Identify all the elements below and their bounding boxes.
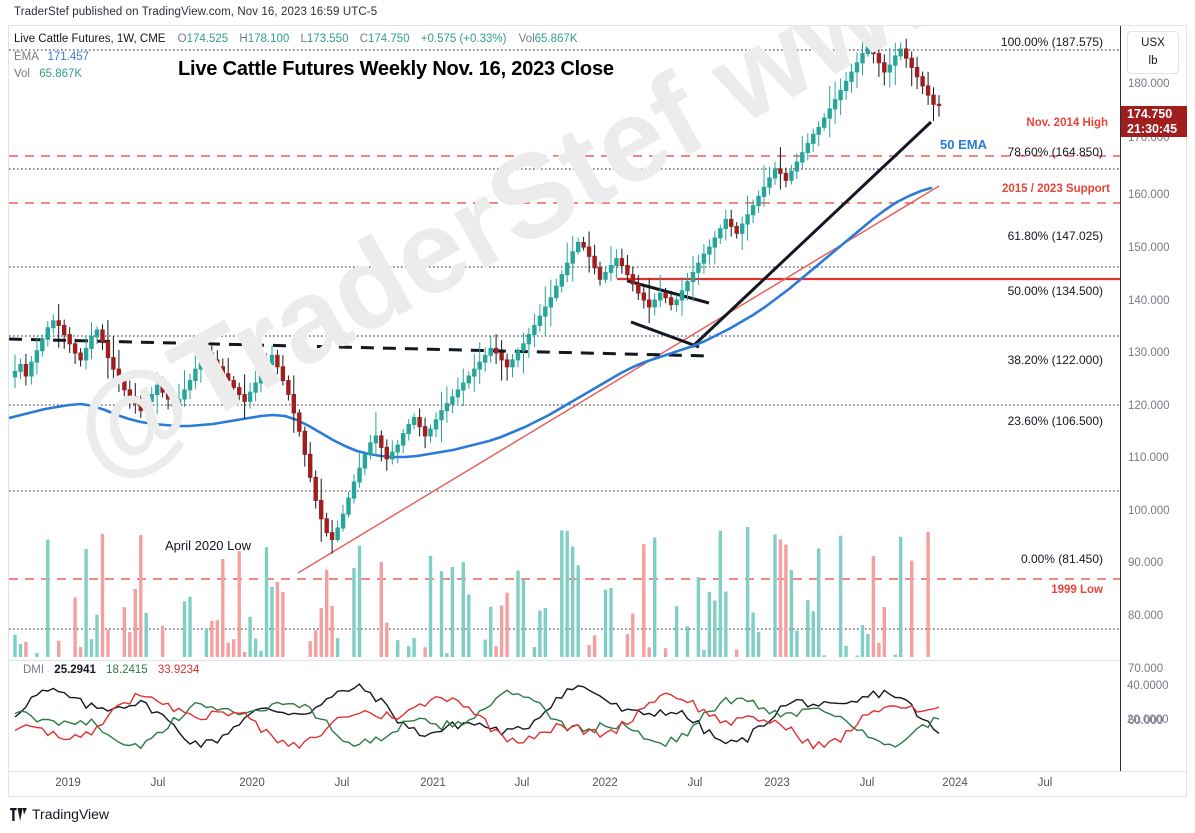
tradingview-wordmark: TradingView (32, 806, 110, 822)
symbol-name: Live Cattle Futures, 1W, CME (14, 33, 166, 45)
dmi-axis: 40.0000 20.0000 (1120, 660, 1186, 771)
ema-legend-label: EMA (14, 51, 39, 63)
price-tick-100: 100.000 (1128, 505, 1170, 517)
price-tick-110: 110.000 (1128, 452, 1169, 464)
volume-legend-value: 65.867K (39, 68, 83, 80)
note-1999-low: 1999 Low (1051, 584, 1103, 596)
price-tick-140: 140.000 (1128, 295, 1170, 307)
fib-label-50: 50.00% (134.500) (1007, 284, 1103, 298)
dmi-tick-20: 20.0000 (1127, 714, 1169, 726)
ohlc-c-value: 174.750 (368, 33, 410, 45)
vol-value: 65.867K (534, 33, 578, 45)
price-tick-150: 150.000 (1128, 242, 1170, 254)
time-tick-2019: 2019 (55, 777, 81, 789)
note-2015-2023-support: 2015 / 2023 Support (1001, 183, 1110, 195)
price-tick-180: 180.000 (1128, 78, 1170, 90)
tradingview-mark-icon (10, 807, 27, 821)
unit-currency: USX (1141, 37, 1165, 49)
volume-subplot (13, 526, 930, 657)
price-tick-120: 120.000 (1128, 400, 1170, 412)
ohlc-c-label: C (359, 33, 368, 45)
dmi-pane[interactable] (9, 660, 1120, 772)
price-pane[interactable]: @TraderStef www.traderstef.com (9, 26, 1120, 657)
volume-legend-label: Vol (14, 68, 30, 80)
fib-label-236: 23.60% (106.500) (1007, 414, 1103, 428)
last-price-badge: 174.750 21:30:45 (1121, 106, 1187, 137)
time-tick-jul-2024: Jul (1037, 777, 1053, 789)
time-tick-2024: 2024 (942, 777, 968, 789)
ohlc-l-value: 173.550 (306, 33, 349, 45)
time-tick-jul-2019: Jul (150, 777, 166, 789)
note-april-2020-low: April 2020 Low (165, 538, 251, 553)
ohlc-l-label: L (300, 33, 307, 45)
time-tick-2021: 2021 (420, 777, 446, 789)
unit-weight: lb (1148, 55, 1158, 67)
time-tick-jul-2020: Jul (334, 777, 350, 789)
dmi-adx-value: 25.2941 (54, 664, 96, 676)
symbol-legend[interactable]: Live Cattle Futures, 1W, CME O174.525 H1… (14, 33, 578, 45)
fib-label-786: 78.60% (164.850) (1007, 145, 1103, 159)
time-tick-2022: 2022 (592, 777, 618, 789)
fib-label-100: 100.00% (187.575) (1000, 35, 1103, 49)
price-plot (9, 33, 1120, 630)
dmi-plus-value: 18.2415 (106, 664, 148, 676)
volume-legend[interactable]: Vol 65.867K (14, 68, 82, 80)
fib-label-0: 0.00% (81.450) (1020, 552, 1103, 566)
price-tick-160: 160.000 (1128, 189, 1170, 201)
unit-box: USX lb (1127, 31, 1179, 74)
price-tick-80: 80.000 (1128, 610, 1164, 622)
time-tick-jul-2021: Jul (514, 777, 530, 789)
ohlc-h-value: 178.100 (247, 33, 290, 45)
time-tick-2023: 2023 (764, 777, 790, 789)
ohlc-o-label: O (177, 33, 187, 45)
ohlc-change: +0.575 (+0.33%) (420, 33, 507, 45)
price-tick-60: 60.000 (1128, 715, 1164, 727)
time-tick-jul-2023: Jul (859, 777, 875, 789)
dmi-legend-label: DMI (23, 664, 45, 676)
last-price-time: 21:30:45 (1127, 122, 1178, 136)
price-tick-90: 90.000 (1128, 557, 1164, 569)
chart-frame: @TraderStef www.traderstef.com (8, 25, 1187, 797)
fib-label-382: 38.20% (122.000) (1007, 353, 1103, 367)
note-nov-2014-high: Nov. 2014 High (1026, 117, 1108, 129)
last-price-value: 174.750 (1127, 107, 1173, 121)
ohlc-o-value: 174.525 (186, 33, 229, 45)
dmi-tick-40: 40.0000 (1127, 680, 1169, 692)
tradingview-logo[interactable]: TradingView (10, 806, 109, 822)
dmi-plot (14, 683, 940, 750)
publisher-line: TraderStef published on TradingView.com,… (14, 6, 378, 18)
note-50-ema: 50 EMA (940, 137, 987, 152)
dmi-legend: DMI 25.2941 18.2415 33.9234 (23, 664, 199, 676)
price-axis[interactable]: USX lb 180.000 170.000 160.000 150.000 1… (1120, 26, 1187, 771)
dmi-minus-value: 33.9234 (157, 664, 200, 676)
ema-legend-value: 171.457 (47, 51, 90, 63)
ohlc-h-label: H (239, 33, 248, 45)
fib-label-618: 61.80% (147.025) (1007, 229, 1103, 243)
price-tick-130: 130.000 (1128, 347, 1170, 359)
vol-label: Vol (518, 33, 535, 45)
price-tick-70: 70.000 (1128, 663, 1164, 675)
time-axis[interactable]: 2019 Jul 2020 Jul 2021 Jul 2022 Jul 2023… (9, 771, 1186, 796)
ema-legend[interactable]: EMA 171.457 (14, 51, 89, 63)
page-title: Live Cattle Futures Weekly Nov. 16, 2023… (178, 58, 614, 80)
time-tick-jul-2022: Jul (687, 777, 703, 789)
time-tick-2020: 2020 (239, 777, 265, 789)
